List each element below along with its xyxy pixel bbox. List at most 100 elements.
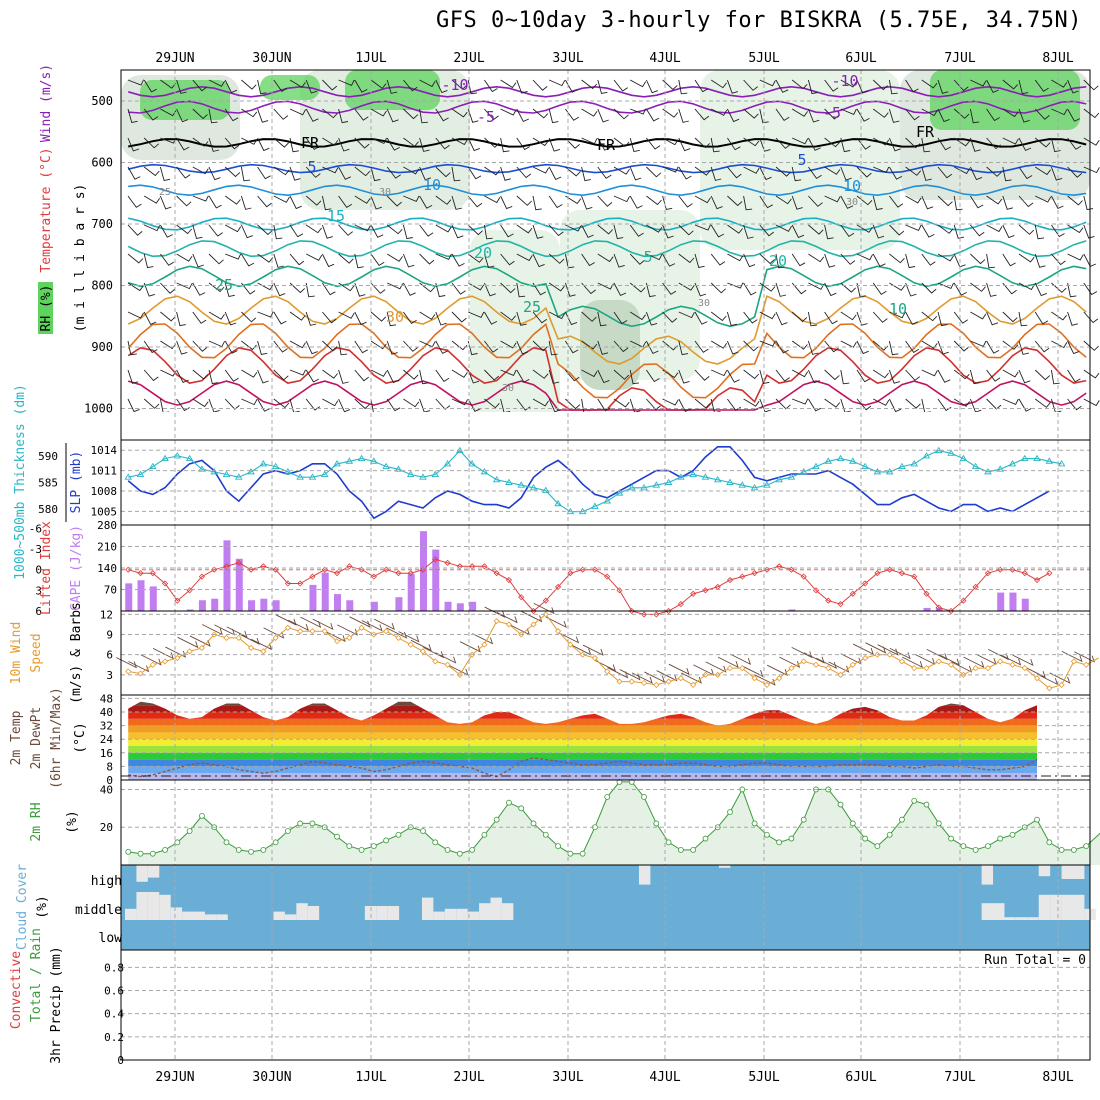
wind-barb xyxy=(273,369,289,381)
wind-barb xyxy=(986,253,995,269)
thickness-marker xyxy=(615,489,624,496)
wind-barb xyxy=(516,137,531,151)
lifted-index-marker xyxy=(898,570,906,577)
wind-barb xyxy=(759,311,776,320)
thickness-marker xyxy=(185,454,194,462)
wind-barb xyxy=(970,311,987,320)
wind-barb xyxy=(143,369,159,382)
lifted-index-marker xyxy=(247,566,255,573)
wind-barb xyxy=(289,195,302,210)
rh-marker xyxy=(665,839,672,846)
lifted-index-marker xyxy=(751,570,758,577)
wind-barb xyxy=(516,224,533,234)
wind-barb xyxy=(743,311,758,324)
wind-barb xyxy=(224,137,240,150)
wind-speed-marker xyxy=(665,678,672,685)
wind-barb xyxy=(694,108,710,121)
wind-barb xyxy=(807,79,818,95)
wind-barb xyxy=(305,195,322,206)
wind-barb xyxy=(678,398,691,412)
wind-barb xyxy=(500,224,514,238)
wind-barb xyxy=(467,253,484,263)
wind-speed-marker xyxy=(162,658,169,665)
rh-marker xyxy=(542,831,549,838)
wind-barb xyxy=(937,137,952,151)
wind-barb xyxy=(1067,195,1083,206)
wind-barb xyxy=(386,195,402,207)
wind-barb xyxy=(986,108,1000,122)
wind-barb xyxy=(759,282,776,292)
thickness-marker xyxy=(1033,454,1041,462)
wind-barb-10m xyxy=(852,643,874,655)
wind-barb xyxy=(888,79,898,95)
thickness-marker xyxy=(689,470,697,477)
slp-line xyxy=(127,446,1050,520)
wind-barb xyxy=(273,311,287,325)
wind-barb xyxy=(710,253,726,266)
wind-barb xyxy=(646,253,663,261)
wind-barb xyxy=(759,108,769,124)
wind-barb xyxy=(548,224,564,237)
date-label-bottom: 4JUL xyxy=(649,1070,680,1085)
wind-speed-marker xyxy=(591,654,598,662)
isotherm-line xyxy=(127,323,1087,399)
wind-speed-marker xyxy=(862,654,869,662)
wind-barb xyxy=(338,195,353,209)
wind-barb xyxy=(694,224,712,231)
wind-barb xyxy=(597,224,614,235)
rh-marker xyxy=(862,835,869,842)
wind-speed-marker xyxy=(383,628,390,635)
wind-speed-marker xyxy=(407,641,414,648)
wind-barb xyxy=(338,369,349,384)
wind-barb xyxy=(613,311,628,325)
lifted-index-marker xyxy=(125,566,132,573)
lifted-index-marker xyxy=(358,566,365,573)
lifted-index-tick: 3 xyxy=(35,584,42,597)
wind-barb xyxy=(483,282,496,297)
wind-barb xyxy=(143,108,159,121)
wind-barb xyxy=(500,282,516,294)
wind-barb-10m xyxy=(484,606,506,618)
wind-speed-marker xyxy=(837,671,844,678)
wind-barb xyxy=(824,369,840,381)
wind-barb xyxy=(791,166,802,182)
wind-barb xyxy=(289,369,307,376)
thickness-marker xyxy=(627,483,636,491)
cape-bar xyxy=(248,600,256,611)
wind-speed-marker xyxy=(125,668,132,675)
wind-barb xyxy=(322,108,338,119)
temp-tick: 16 xyxy=(100,747,113,760)
lifted-index-marker xyxy=(690,590,697,597)
rh-marker xyxy=(469,846,476,853)
wind-barb xyxy=(792,137,809,145)
wind-barb xyxy=(808,224,824,235)
wind-barb-10m xyxy=(1037,673,1059,686)
wind-barb xyxy=(872,108,889,118)
ylabel-precip-total: Total / Rain xyxy=(29,928,44,1022)
wind-barb xyxy=(613,340,629,353)
wind-barb xyxy=(402,253,415,268)
wind-barb xyxy=(403,137,419,147)
wind-speed-marker xyxy=(935,658,942,665)
wind-barb xyxy=(370,369,387,377)
wind-barb xyxy=(678,253,695,264)
isotherm-label: 20 xyxy=(769,252,787,270)
thickness-marker xyxy=(247,468,255,475)
wind-barb xyxy=(127,369,139,384)
high-cloud-bar xyxy=(136,865,148,882)
wind-barb xyxy=(484,398,500,409)
wind-barb xyxy=(435,340,449,354)
rh-marker xyxy=(493,816,500,823)
wind-barb xyxy=(370,137,388,144)
thickness-marker xyxy=(529,483,538,491)
wind-barb xyxy=(419,253,435,265)
temp-band xyxy=(128,766,1038,774)
wind-speed-marker xyxy=(149,661,156,668)
thickness-marker xyxy=(664,478,673,485)
wind-barb xyxy=(694,79,709,93)
lifted-index-marker xyxy=(948,607,955,615)
wind-barb xyxy=(970,340,987,347)
lifted-index-marker xyxy=(284,580,291,587)
wind-barb xyxy=(662,253,676,267)
lifted-index-tick: 0 xyxy=(35,564,42,577)
